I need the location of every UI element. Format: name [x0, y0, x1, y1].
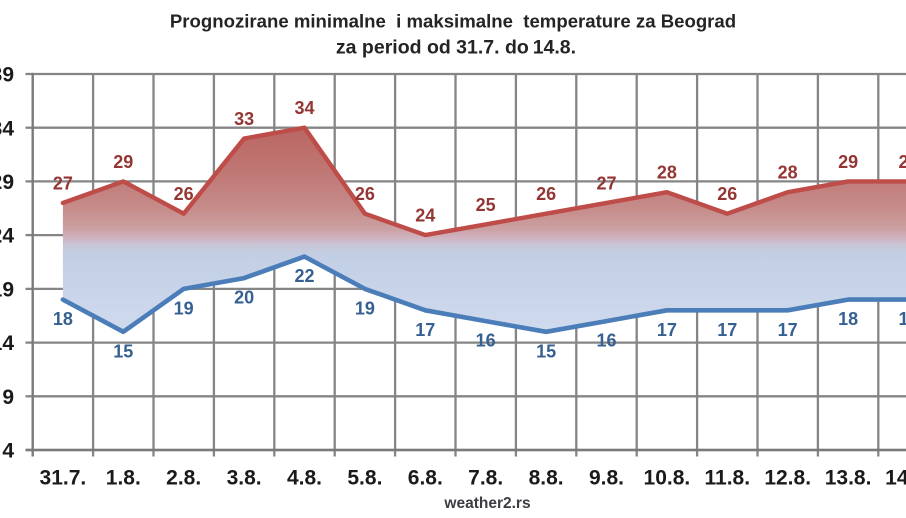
svg-text:15: 15: [113, 341, 133, 361]
svg-text:12.8.: 12.8.: [764, 467, 811, 490]
svg-text:11.8.: 11.8.: [705, 467, 751, 490]
svg-text:2.8.: 2.8.: [166, 467, 201, 490]
svg-text:27: 27: [596, 173, 616, 193]
svg-text:14: 14: [0, 332, 14, 355]
svg-text:10.8.: 10.8.: [644, 467, 691, 490]
svg-text:4: 4: [2, 440, 14, 463]
svg-text:20: 20: [234, 288, 254, 308]
svg-text:29: 29: [898, 152, 906, 172]
svg-text:16: 16: [596, 331, 616, 351]
svg-text:1.8.: 1.8.: [106, 467, 141, 490]
svg-text:25: 25: [476, 195, 496, 215]
svg-text:3.8.: 3.8.: [227, 467, 262, 490]
svg-text:26: 26: [536, 184, 556, 204]
svg-text:28: 28: [657, 163, 677, 183]
svg-text:29: 29: [113, 152, 133, 172]
svg-text:18: 18: [53, 309, 73, 329]
svg-text:za period od 31.7. do 14.8.: za period od 31.7. do 14.8.: [336, 37, 576, 59]
svg-text:18: 18: [898, 309, 906, 329]
svg-text:8.8.: 8.8.: [529, 467, 564, 490]
svg-text:31.7.: 31.7.: [40, 467, 87, 490]
svg-text:15: 15: [536, 341, 556, 361]
svg-text:9: 9: [2, 386, 14, 409]
svg-text:39: 39: [0, 64, 14, 87]
svg-text:17: 17: [717, 320, 737, 340]
svg-text:9.8.: 9.8.: [589, 467, 624, 490]
svg-text:28: 28: [778, 163, 798, 183]
svg-text:27: 27: [53, 173, 73, 193]
svg-text:19: 19: [174, 298, 194, 318]
svg-text:29: 29: [838, 152, 858, 172]
svg-text:29: 29: [0, 171, 14, 194]
svg-text:17: 17: [415, 320, 435, 340]
svg-text:Prognozirane minimalne i maks: Prognozirane minimalne i maksimalne temp…: [170, 11, 736, 32]
svg-text:13.8.: 13.8.: [825, 467, 872, 490]
svg-text:19: 19: [355, 298, 375, 318]
svg-text:34: 34: [0, 117, 14, 140]
svg-text:34: 34: [294, 98, 314, 118]
svg-text:16: 16: [476, 331, 496, 351]
svg-text:26: 26: [717, 184, 737, 204]
svg-text:17: 17: [778, 320, 798, 340]
svg-text:7.8.: 7.8.: [468, 467, 503, 490]
svg-text:33: 33: [234, 109, 254, 129]
svg-text:4.8.: 4.8.: [287, 467, 322, 490]
svg-text:24: 24: [415, 206, 435, 226]
svg-text:19: 19: [0, 279, 14, 302]
svg-text:26: 26: [355, 184, 375, 204]
svg-text:14.8.: 14.8.: [885, 467, 906, 490]
svg-text:weather2.rs: weather2.rs: [443, 495, 530, 512]
svg-text:5.8.: 5.8.: [347, 467, 382, 490]
svg-text:18: 18: [838, 309, 858, 329]
svg-text:6.8.: 6.8.: [408, 467, 443, 490]
svg-text:24: 24: [0, 225, 14, 248]
svg-text:17: 17: [657, 320, 677, 340]
svg-text:22: 22: [294, 266, 314, 286]
svg-text:26: 26: [174, 184, 194, 204]
